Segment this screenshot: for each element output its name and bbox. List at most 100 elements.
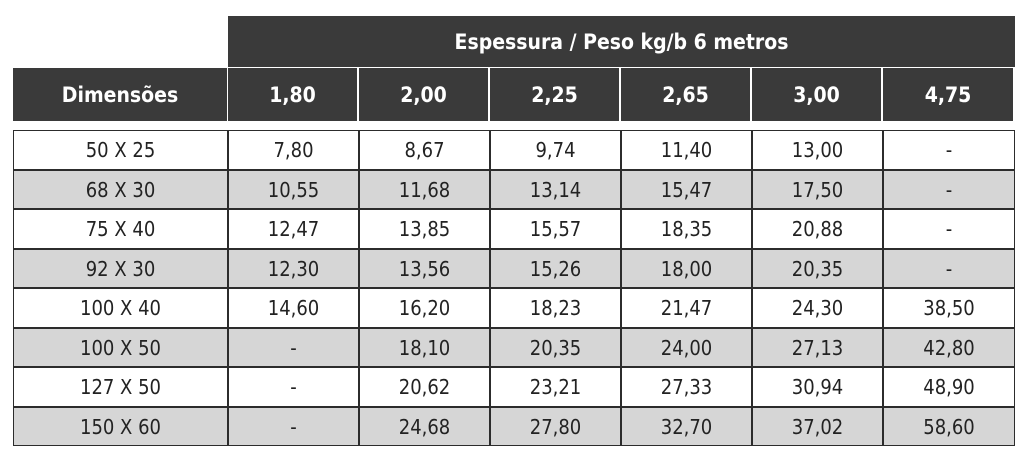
weight-cell: 16,20	[359, 288, 490, 328]
thickness-column-header: 1,80	[228, 68, 357, 121]
weight-cell: 20,35	[490, 328, 621, 367]
weight-value: 15,47	[660, 177, 713, 202]
dimension-value: 100 X 50	[80, 335, 161, 360]
weight-cell: 18,00	[621, 249, 752, 288]
weight-value: 15,57	[529, 217, 582, 241]
weight-value: -	[945, 217, 953, 241]
weight-value: 30,94	[791, 375, 844, 399]
weight-value: 10,55	[267, 177, 320, 202]
weight-value: -	[945, 177, 953, 202]
weight-value: 13,85	[398, 217, 451, 241]
thickness-column-label: 2,25	[531, 82, 578, 107]
weight-cell: 11,68	[359, 170, 490, 209]
weight-value: 32,70	[660, 414, 713, 439]
thickness-column-header: 4,75	[883, 68, 1013, 121]
thickness-column-header: 3,00	[752, 68, 881, 121]
weight-cell: 17,50	[752, 170, 883, 209]
weight-cell: 13,14	[490, 170, 621, 209]
dimensions-header: Dimensões	[13, 68, 227, 121]
dimension-value: 75 X 40	[85, 217, 156, 241]
weight-value: 17,50	[791, 177, 844, 202]
weight-cell: -	[883, 130, 1015, 170]
weight-cell: 23,21	[490, 367, 621, 407]
weight-cell: 12,30	[228, 249, 359, 288]
weight-value: 20,62	[398, 375, 451, 399]
weight-value: 13,14	[529, 177, 582, 202]
dimension-cell: 75 X 40	[13, 209, 228, 249]
weight-value: 15,26	[529, 256, 582, 281]
weight-value: 12,47	[267, 217, 320, 241]
weight-cell: 9,74	[490, 130, 621, 170]
thickness-column-label: 2,65	[662, 82, 709, 107]
weight-cell: -	[883, 209, 1015, 249]
dimensions-header-label: Dimensões	[61, 82, 179, 107]
weight-cell: 48,90	[883, 367, 1015, 407]
weight-value: 20,35	[529, 335, 582, 360]
dimension-value: 68 X 30	[85, 177, 156, 202]
weight-value: 11,68	[398, 177, 451, 202]
weight-cell: 20,88	[752, 209, 883, 249]
weight-cell: 14,60	[228, 288, 359, 328]
weight-cell: 10,55	[228, 170, 359, 209]
weight-value: 12,30	[267, 256, 320, 281]
weight-cell: -	[883, 170, 1015, 209]
weight-value: 24,30	[791, 296, 844, 320]
weight-value: 27,13	[791, 335, 844, 360]
weight-value: 24,00	[660, 335, 713, 360]
dimension-cell: 100 X 40	[13, 288, 228, 328]
dimension-cell: 50 X 25	[13, 130, 228, 170]
dimension-value: 50 X 25	[85, 138, 156, 162]
weight-cell: 8,67	[359, 130, 490, 170]
weight-cell: 15,57	[490, 209, 621, 249]
weight-cell: 18,10	[359, 328, 490, 367]
weight-value: 16,20	[398, 296, 451, 320]
weight-cell: 7,80	[228, 130, 359, 170]
weight-value: 18,23	[529, 296, 582, 320]
weight-value: 23,21	[529, 375, 582, 399]
weight-cell: 11,40	[621, 130, 752, 170]
weight-cell: 20,62	[359, 367, 490, 407]
weight-cell: 27,13	[752, 328, 883, 367]
weight-cell: 15,47	[621, 170, 752, 209]
weight-cell: 42,80	[883, 328, 1015, 367]
thickness-column-header: 2,25	[490, 68, 619, 121]
weight-value: 38,50	[923, 296, 975, 320]
dimension-cell: 68 X 30	[13, 170, 228, 209]
weight-value: 14,60	[267, 296, 320, 320]
weight-value: 37,02	[791, 414, 844, 439]
weight-cell: 13,00	[752, 130, 883, 170]
weight-cell: 32,70	[621, 407, 752, 446]
thickness-column-label: 3,00	[793, 82, 840, 107]
weight-cell: 37,02	[752, 407, 883, 446]
dimension-cell: 150 X 60	[13, 407, 228, 446]
weight-value: 20,88	[791, 217, 844, 241]
weight-cell: 30,94	[752, 367, 883, 407]
weight-value: 9,74	[535, 138, 576, 162]
weight-value: 58,60	[923, 414, 975, 439]
dimension-value: 92 X 30	[85, 256, 156, 281]
weight-cell: 38,50	[883, 288, 1015, 328]
weight-value: -	[290, 414, 297, 439]
weight-value: 21,47	[660, 296, 713, 320]
weight-value: 24,68	[398, 414, 451, 439]
dimension-value: 100 X 40	[80, 296, 161, 320]
weight-cell: 24,68	[359, 407, 490, 446]
weight-value: -	[290, 375, 297, 399]
weight-cell: -	[228, 328, 359, 367]
dimension-cell: 100 X 50	[13, 328, 228, 367]
weight-cell: 15,26	[490, 249, 621, 288]
weight-value: 13,56	[398, 256, 451, 281]
weight-cell: 27,80	[490, 407, 621, 446]
dimension-value: 127 X 50	[80, 375, 161, 399]
thickness-weight-group-header: Espessura / Peso kg/b 6 metros	[228, 16, 1015, 67]
dimension-value: 150 X 60	[80, 414, 161, 439]
thickness-column-header: 2,65	[621, 68, 750, 121]
thickness-column-label: 1,80	[269, 82, 316, 107]
weight-cell: 18,35	[621, 209, 752, 249]
weight-cell: 13,85	[359, 209, 490, 249]
weight-value: -	[945, 138, 953, 162]
weight-value: 8,67	[404, 138, 445, 162]
weight-value: 18,00	[660, 256, 713, 281]
weight-cell: -	[883, 249, 1015, 288]
